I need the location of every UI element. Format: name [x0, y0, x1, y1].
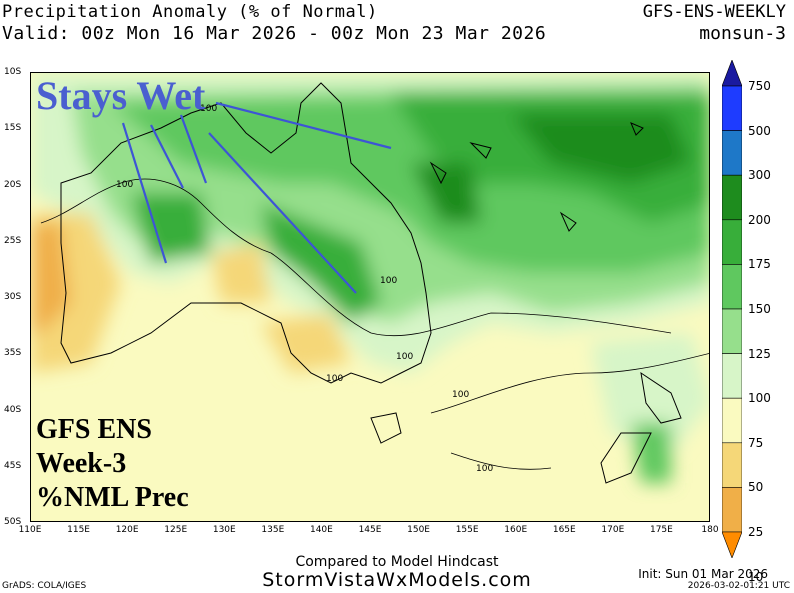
legend-swatch: [722, 353, 742, 399]
annotation-line: Week-3: [36, 448, 127, 479]
lon-label: 170E: [601, 525, 625, 535]
legend-level: 300: [748, 168, 771, 183]
coastlines: [60, 82, 682, 484]
lat-label: 50S: [4, 517, 22, 527]
contour-label: 100: [326, 374, 344, 384]
lon-label: 150E: [407, 525, 430, 535]
lon-label: 155E: [455, 525, 479, 535]
legend-level: 175: [748, 257, 771, 272]
annotation-line: %NML Prec: [36, 482, 189, 513]
legend-level: 10: [748, 569, 764, 584]
lon-label: 145E: [358, 525, 382, 535]
legend-swatch: [722, 531, 742, 558]
legend-swatch: [722, 60, 742, 87]
contour-label: 100: [476, 464, 494, 474]
annotation-line: GFS ENS: [36, 414, 152, 445]
compared-note: Compared to Model Hindcast: [295, 554, 499, 570]
annotation-arrows: [121, 101, 392, 294]
legend-swatch: [722, 130, 742, 176]
map-canvas: [31, 73, 709, 521]
legend-level: 750: [748, 79, 771, 93]
lat-label: 30S: [4, 292, 22, 302]
legend-level: 75: [748, 435, 764, 450]
legend-swatch: [722, 219, 742, 265]
valid-period: Valid: 00z Mon 16 Mar 2026 - 00z Mon 23 …: [2, 23, 547, 44]
lon-label: 180: [701, 525, 719, 535]
legend-swatch: [722, 442, 742, 488]
legend-level: 500: [748, 123, 771, 138]
site-name: StormVistaWxModels.com: [262, 569, 532, 591]
contour-label: 100: [452, 390, 470, 400]
lat-label: 20S: [4, 179, 22, 190]
lat-label: 25S: [4, 235, 22, 246]
contour-label: 100: [116, 180, 134, 190]
grads-credit: GrADS: COLA/IGES: [2, 581, 87, 591]
lon-label: 125E: [164, 525, 188, 535]
legend-swatch: [722, 308, 742, 354]
lon-label: 135E: [261, 525, 285, 535]
legend-level: 50: [748, 480, 764, 495]
lat-label: 40S: [4, 404, 22, 415]
precip-anomaly-map: [30, 72, 710, 522]
lat-label: 45S: [4, 460, 22, 471]
lon-label: 175E: [649, 525, 673, 535]
legend-swatch: [722, 487, 742, 533]
legend-level: 150: [748, 302, 771, 316]
lon-label: 165E: [552, 525, 576, 535]
lat-label: 35S: [4, 348, 22, 359]
lon-label: 140E: [309, 525, 333, 535]
run-name: monsun-3: [699, 23, 786, 44]
contour-label: 100: [200, 104, 218, 114]
model-name: GFS-ENS-WEEKLY: [642, 2, 786, 22]
stays-wet-annotation: Stays Wet: [36, 73, 206, 118]
legend-swatch: [722, 397, 742, 444]
lat-label: 10S: [4, 67, 22, 77]
contour-label: 100: [396, 352, 414, 362]
lon-label: 120E: [115, 525, 139, 535]
legend-level: 25: [748, 525, 764, 539]
lon-label: 130E: [212, 525, 236, 535]
init-time: Init: Sun 01 Mar 2026: [638, 567, 768, 581]
lon-label: 115E: [67, 525, 90, 535]
legend-level: 100: [748, 391, 771, 406]
legend-level: 125: [748, 346, 771, 361]
lon-label: 110E: [18, 525, 42, 535]
map-title: Precipitation Anomaly (% of Normal): [2, 2, 378, 22]
legend-swatch: [722, 85, 742, 131]
legend-swatch: [722, 264, 742, 310]
generated-timestamp: 2026-03-02-01:21 UTC: [687, 581, 790, 591]
lon-label: 160E: [504, 525, 528, 535]
legend-swatch: [722, 174, 742, 221]
contour-100: [40, 178, 709, 470]
contour-label: 100: [380, 276, 398, 286]
legend-level: 200: [748, 212, 771, 227]
lat-label: 15S: [4, 123, 22, 134]
color-legend: [722, 60, 742, 558]
